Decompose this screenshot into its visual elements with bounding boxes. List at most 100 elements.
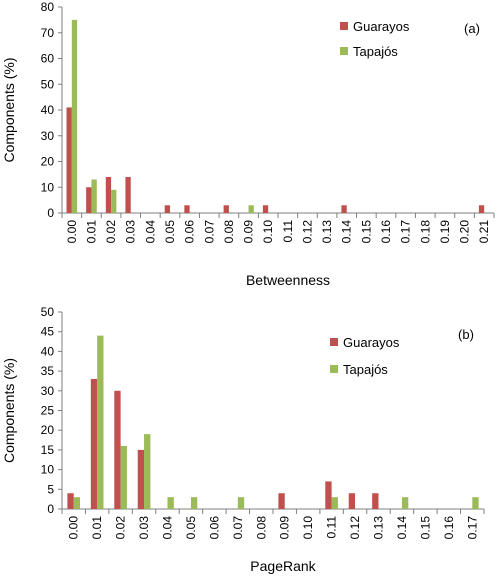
x-tick-label: 0.10 [301,516,315,540]
bar-guarayos-0.08 [223,205,229,213]
panel-label: (a) [464,21,480,36]
y-tick-label: 0 [47,502,54,516]
bar-guarayos-0.14 [341,205,347,213]
bar-guarayos-0.09 [278,493,285,509]
bar-guarayos-0.02 [105,176,112,213]
x-tick-label: 0.00 [65,220,79,244]
legend: Guarayos Tapajós [340,19,410,59]
bar-tapajos-0.01 [97,335,104,509]
bar-guarayos-0.01 [90,378,98,509]
y-tick-label: 10 [41,180,55,194]
bar-tapajos-0.14 [401,497,409,509]
legend-swatch-tapajos [330,365,338,373]
x-tick-label: 0.21 [477,220,491,244]
x-tick-label: 0.01 [84,220,98,244]
x-tick-label: 0.14 [395,516,409,540]
bar-tapajos-0.02 [111,189,117,213]
bar-tapajos-0.00 [73,497,81,509]
bar-tapajos-0.00 [71,19,78,213]
chart-panel-b: 0 5 10 15 20 25 30 35 40 45 50 0.00 0.01 0.02 0.03 0.04… [1,305,485,574]
x-tick-label: 0.02 [104,220,118,244]
x-tick-label: 0.02 [114,516,128,540]
x-tick-label: 0.14 [340,220,354,244]
x-tick-label: 0.04 [161,516,175,540]
bar-guarayos-0.00 [66,107,72,213]
y-tick-label: 40 [41,344,55,358]
bar-tapajos-0.01 [91,179,97,213]
x-tick-label: 0.03 [124,220,138,244]
bar-tapajos-0.03 [144,434,151,509]
bar-guarayos-0.03 [125,176,131,213]
y-tick-label: 45 [41,325,55,339]
x-tick-label: 0.05 [184,516,198,540]
x-tick-label: 0.11 [281,220,295,243]
chart-panel-a: 0 10 20 30 40 50 60 70 80 0.00 0.01 0.02 0.03 0.04 0.0… [1,0,495,288]
bar-tapajos-0.04 [167,497,174,509]
bar-guarayos-0.21 [478,205,485,213]
y-tick-label: 15 [41,443,55,457]
legend-swatch-guarayos [330,338,338,346]
bar-guarayos-0.12 [348,493,356,509]
bar-tapajos-0.17 [472,497,479,509]
y-tick-label: 30 [41,384,55,398]
x-tick-label: 0.15 [418,516,432,540]
legend-label-guarayos: Guarayos [343,335,400,350]
x-tick-label: 0.08 [254,516,268,540]
y-tick-label: 35 [41,364,55,378]
bar-tapajos-0.07 [237,497,245,509]
y-tick-label: 80 [41,0,55,14]
y-axis-title: Components (%) [1,57,17,162]
y-tick-label: 10 [41,463,55,477]
legend-swatch-guarayos [340,22,348,30]
bar-tapajos-0.09 [248,205,254,213]
x-tick-label: 0.16 [379,220,393,244]
x-tick-label: 0.05 [163,220,177,244]
bar-guarayos-0.13 [372,493,379,509]
x-tick-label: 0.09 [242,220,256,244]
y-tick-label: 5 [47,482,54,496]
bar-guarayos-0.10 [262,205,269,213]
legend-label-guarayos: Guarayos [353,19,410,34]
x-tick-label: 0.08 [222,220,236,244]
x-tick-label: 0.13 [372,516,386,540]
x-tick-label: 0.01 [90,516,104,540]
x-tick-label: 0.03 [137,516,151,540]
legend-swatch-tapajos [340,47,348,55]
y-tick-label: 50 [41,305,55,319]
x-tick-label: 0.16 [442,516,456,540]
x-tick-label: 0.11 [325,516,339,539]
y-tick-label: 20 [41,155,55,169]
bar-tapajos-0.02 [120,445,127,509]
y-tick-label: 0 [47,206,54,220]
bar-tapajos-0.05 [190,497,198,509]
y-tick-label: 20 [41,423,55,437]
bar-guarayos-0.02 [114,390,121,509]
x-tick-label: 0.17 [465,516,479,540]
x-tick-label: 0.20 [458,220,472,244]
bar-guarayos-0.06 [184,205,190,213]
y-axis-title: Components (%) [1,358,17,463]
x-tick-label: 0.18 [418,220,432,244]
x-tick-label: 0.09 [278,516,292,540]
bar-tapajos-0.11 [331,497,338,509]
bar-guarayos-0.11 [325,481,332,509]
y-tick-label: 50 [41,77,55,91]
panel-label: (b) [458,327,474,342]
x-tick-label: 0.00 [67,516,81,540]
x-tick-label: 0.12 [348,516,362,540]
legend-label-tapajos: Tapajós [353,44,398,59]
bar-guarayos-0.00 [67,493,74,509]
x-tick-label: 0.07 [202,220,216,244]
y-tick-label: 70 [41,26,55,40]
x-tick-label: 0.19 [438,220,452,244]
x-axis-title: Betweenness [246,272,330,288]
x-tick-label: 0.07 [231,516,245,540]
legend: Guarayos Tapajós [330,335,400,377]
bar-guarayos-0.03 [137,449,145,509]
y-tick-label: 40 [41,103,55,117]
bar-guarayos-0.01 [86,187,92,213]
x-tick-label: 0.15 [359,220,373,244]
x-tick-label: 0.04 [143,220,157,244]
x-tick-label: 0.17 [399,220,413,244]
